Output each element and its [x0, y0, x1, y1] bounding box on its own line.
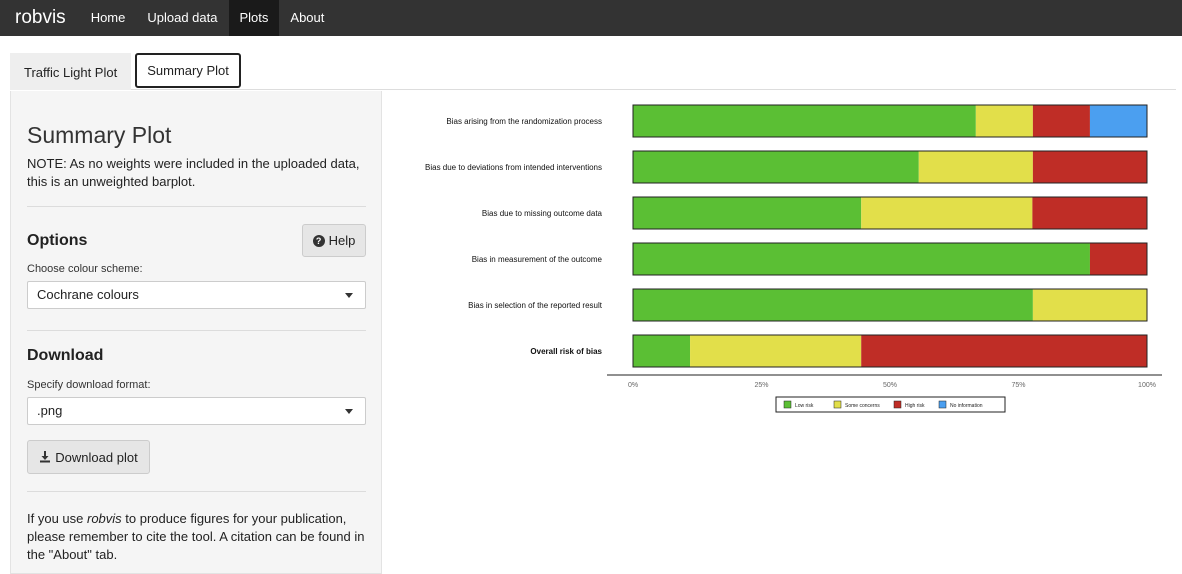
bar-outline — [632, 242, 1148, 276]
divider — [27, 330, 366, 331]
options-title: Options — [27, 232, 88, 249]
legend-swatch-some — [833, 400, 842, 409]
bar-segment-high — [1032, 105, 1090, 137]
bar-outline — [632, 196, 1148, 230]
download-format-label: Specify download format: — [27, 379, 151, 391]
caret-down-icon — [345, 293, 353, 298]
nav-plots[interactable]: Plots — [228, 0, 280, 36]
bar-segment-some — [861, 197, 1033, 229]
brand-logo[interactable]: robvis — [15, 7, 66, 28]
nav-home[interactable]: Home — [90, 10, 126, 25]
download-title: Download — [27, 347, 104, 364]
sidebar-title: Summary Plot — [27, 122, 172, 148]
question-circle-icon: ? — [312, 234, 325, 247]
citation-tool-name: robvis — [86, 511, 122, 526]
x-tick-label: 75% — [1011, 382, 1025, 389]
caret-down-icon — [345, 409, 353, 414]
bar-segment-some — [918, 151, 1033, 183]
download-format-value: .png — [37, 403, 63, 418]
bar-segment-noinfo — [1089, 105, 1147, 137]
bar-segment-low — [633, 105, 976, 137]
bar-outline — [632, 104, 1148, 138]
bar-segment-low — [633, 335, 691, 367]
summary-plot: Bias arising from the randomization proc… — [425, 104, 1162, 413]
top-navbar: robvis Home Upload data Plots About — [0, 0, 1182, 36]
citation-note: If you use robvis to produce figures for… — [27, 510, 367, 564]
download-icon — [40, 451, 51, 463]
y-tick-label: Overall risk of bias — [530, 347, 602, 356]
legend-swatch-noinfo — [938, 400, 947, 409]
sidebar-panel: Summary Plot NOTE: As no weights were in… — [10, 91, 382, 574]
legend-label: Some concerns — [845, 403, 880, 409]
y-tick-label: Bias in measurement of the outcome — [472, 255, 603, 264]
bar-outline — [632, 288, 1148, 322]
citation-text-start: If you use — [27, 511, 87, 526]
colour-scheme-select[interactable]: Cochrane colours — [27, 281, 366, 309]
bar-outline — [632, 334, 1148, 368]
nav-upload-data[interactable]: Upload data — [147, 10, 218, 25]
download-format-select[interactable]: .png — [27, 397, 366, 425]
legend-label: Low risk — [795, 403, 814, 409]
bar-segment-high — [1032, 197, 1147, 229]
divider — [27, 491, 366, 492]
x-tick-label: 100% — [1138, 382, 1156, 389]
help-button-label: Help — [328, 233, 356, 248]
y-tick-label: Bias in selection of the reported result — [468, 301, 603, 310]
bar-segment-low — [633, 151, 919, 183]
legend-label: High risk — [905, 403, 925, 409]
citation-text-end: to produce figures for your publication,… — [27, 511, 365, 562]
tab-traffic-light-plot[interactable]: Traffic Light Plot — [10, 53, 132, 90]
bar-segment-high — [1089, 243, 1147, 275]
legend-swatch-low — [783, 400, 792, 409]
bar-segment-some — [975, 105, 1033, 137]
help-button[interactable]: ? Help — [302, 224, 366, 257]
bar-segment-high — [1032, 151, 1147, 183]
x-tick-label: 50% — [883, 382, 897, 389]
y-tick-label: Bias due to deviations from intended int… — [425, 163, 602, 172]
nav-about[interactable]: About — [290, 10, 325, 25]
legend-label: No information — [950, 403, 983, 409]
legend-swatch-high — [893, 400, 902, 409]
bar-segment-low — [633, 289, 1033, 321]
divider — [27, 206, 366, 207]
tab-summary-plot[interactable]: Summary Plot — [135, 53, 241, 88]
bar-segment-low — [633, 197, 862, 229]
x-tick-label: 0% — [628, 382, 638, 389]
x-tick-label: 25% — [754, 382, 768, 389]
bar-segment-high — [861, 335, 1147, 367]
download-plot-button[interactable]: Download plot — [27, 440, 150, 474]
legend-box — [775, 396, 1006, 413]
bar-segment-low — [633, 243, 1090, 275]
download-plot-label: Download plot — [55, 449, 138, 465]
bar-segment-some — [690, 335, 862, 367]
weights-note: NOTE: As no weights were included in the… — [27, 156, 360, 189]
bar-segment-some — [1032, 289, 1147, 321]
y-tick-label: Bias due to missing outcome data — [482, 209, 603, 218]
plot-tabs: Traffic Light Plot Summary Plot — [10, 53, 1176, 90]
colour-scheme-label: Choose colour scheme: — [27, 263, 143, 275]
bar-outline — [632, 150, 1148, 184]
colour-scheme-value: Cochrane colours — [37, 287, 139, 302]
y-tick-label: Bias arising from the randomization proc… — [446, 117, 602, 126]
